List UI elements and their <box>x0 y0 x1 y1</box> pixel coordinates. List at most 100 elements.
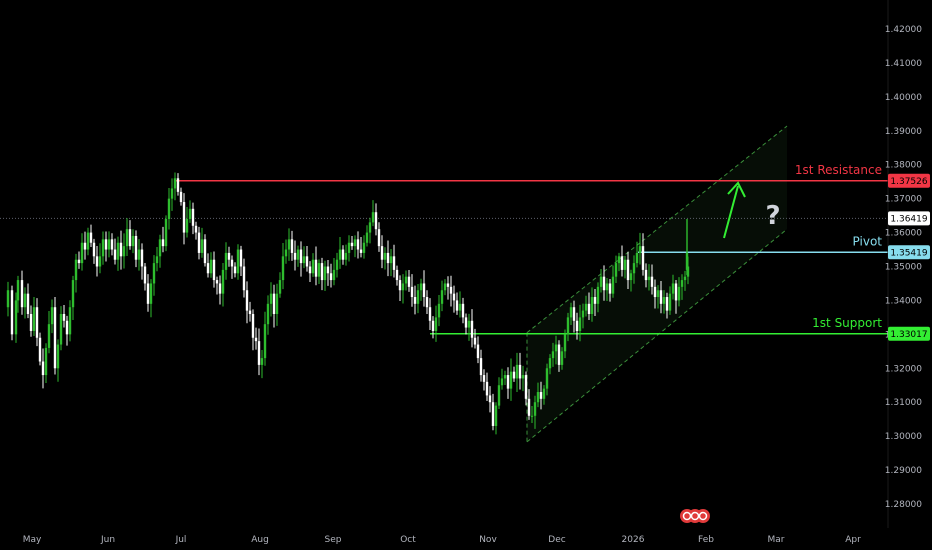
annotations: ? <box>723 181 781 239</box>
y-tick-label: 1.29000 <box>885 466 922 476</box>
level-price-tag-text: 1.35419 <box>890 248 927 258</box>
candle-body <box>317 263 321 277</box>
candle-body <box>272 293 276 314</box>
candle-body <box>20 280 24 308</box>
candle-body <box>80 242 84 264</box>
candle-body <box>332 269 336 281</box>
y-tick-label: 1.40000 <box>885 93 922 103</box>
candle-body <box>185 219 189 233</box>
tradingview-logo <box>680 509 710 523</box>
candle-body <box>425 297 429 308</box>
candle-body <box>428 307 432 321</box>
candle-body <box>113 249 117 260</box>
candle-body <box>620 256 624 270</box>
candle-body <box>578 317 582 331</box>
candle-body <box>674 283 678 301</box>
candle-body <box>62 314 66 321</box>
candle-body <box>299 249 303 264</box>
candle-body <box>431 320 435 331</box>
candle-body <box>383 252 387 260</box>
candle-body <box>287 239 291 250</box>
candle-body <box>203 239 207 264</box>
candle-body <box>248 310 252 314</box>
level-price-tag <box>888 245 930 260</box>
candle-body <box>53 307 57 369</box>
candle-body <box>101 239 105 257</box>
candle-body <box>410 286 414 298</box>
candle-body <box>509 371 513 389</box>
y-tick-label: 1.31000 <box>885 398 922 408</box>
candle-body <box>296 249 300 260</box>
candle-body <box>263 324 267 359</box>
candle-body <box>89 232 93 243</box>
candle-body <box>86 232 90 250</box>
candle-body <box>386 252 390 264</box>
candle-body <box>521 375 525 379</box>
candle-body <box>215 280 219 284</box>
candle-body <box>572 307 576 321</box>
candle-body <box>623 259 627 270</box>
candle-body <box>545 368 549 389</box>
candle-body <box>680 280 684 287</box>
candle-body <box>467 320 471 328</box>
candle-body <box>131 235 135 247</box>
candle-body <box>83 242 87 250</box>
candle-body <box>500 378 504 386</box>
candle-body <box>476 344 480 359</box>
candle-body <box>449 286 453 294</box>
candle-body <box>107 239 111 250</box>
candle-body <box>641 246 645 270</box>
candle-body <box>152 263 156 284</box>
candle-body <box>143 266 147 284</box>
candle-body <box>206 263 210 274</box>
candle-body <box>173 178 177 189</box>
candle-body <box>155 256 159 264</box>
candle-body <box>395 269 399 281</box>
candle-body <box>353 239 357 247</box>
x-tick-label: Oct <box>400 535 416 545</box>
candle-body <box>563 334 567 352</box>
candle-body <box>518 364 522 379</box>
candle-body <box>554 344 558 352</box>
candle-body <box>659 290 663 304</box>
candle-body <box>242 266 246 291</box>
x-axis: May Jun Jul Aug Sep Oct Nov Dec 2026 Feb Mar Apr <box>23 535 861 545</box>
candle-body <box>359 249 363 253</box>
candle-body <box>647 276 651 281</box>
candle-body <box>275 293 279 314</box>
candle-body <box>77 259 81 264</box>
candle-body <box>16 280 20 301</box>
candle-body <box>122 246 126 257</box>
candle-body <box>575 320 579 331</box>
x-tick-label: Nov <box>479 535 497 545</box>
x-tick-label: Dec <box>548 535 565 545</box>
candle-body <box>341 249 345 260</box>
candle-body <box>527 398 531 416</box>
candle-body <box>140 249 144 267</box>
candle-body <box>455 300 459 311</box>
candle-body <box>146 283 150 304</box>
candle-body <box>266 303 270 325</box>
candle-body <box>71 280 75 308</box>
candle-body <box>302 256 306 264</box>
candle-body <box>197 232 201 253</box>
candle-body <box>593 297 597 304</box>
candle-body <box>629 273 633 281</box>
candle-body <box>569 307 573 318</box>
y-tick-label: 1.28000 <box>885 500 922 510</box>
candles <box>6 172 690 435</box>
level-price-tag <box>888 326 930 341</box>
candle-body <box>284 249 288 257</box>
candle-body <box>41 361 45 376</box>
candle-body <box>584 303 588 311</box>
candle-body <box>404 276 408 284</box>
candle-body <box>536 392 540 403</box>
candle-body <box>218 283 222 294</box>
candle-body <box>650 276 654 287</box>
candle-body <box>665 297 669 311</box>
candle-body <box>614 263 618 277</box>
x-tick-label: Apr <box>845 535 861 545</box>
candle-body <box>191 208 195 226</box>
candle-body <box>149 283 153 304</box>
candle-body <box>209 259 213 274</box>
